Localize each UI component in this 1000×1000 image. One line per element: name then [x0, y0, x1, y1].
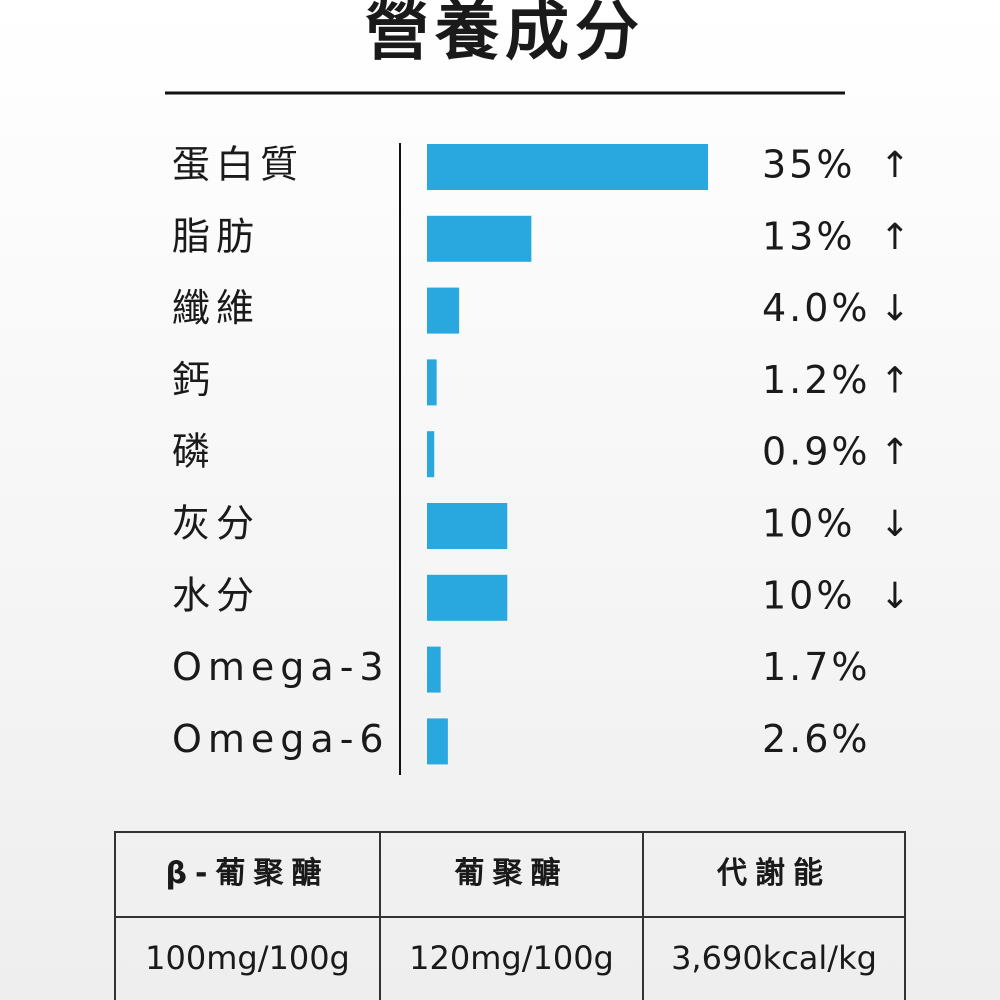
trend-arrow: ↑: [880, 432, 910, 473]
trend-arrow: ↓: [880, 504, 910, 545]
category-label: 脂肪: [172, 214, 260, 258]
category-label: 纖維: [172, 286, 260, 330]
category-label: 水分: [172, 573, 260, 617]
category-label: 蛋白質: [172, 143, 304, 187]
table-cell: 100mg/100g: [145, 939, 350, 977]
value-label: 0.9%: [762, 430, 871, 474]
bar: [427, 144, 708, 190]
trend-arrow: ↑: [880, 217, 910, 258]
value-label: 4.0%: [762, 286, 871, 330]
bar: [427, 503, 508, 549]
value-label: 35%: [762, 143, 855, 187]
table-cell: 120mg/100g: [409, 939, 614, 977]
bar: [427, 646, 441, 693]
bar: [427, 287, 460, 334]
value-label: 1.2%: [762, 358, 871, 402]
trend-arrow: ↑: [880, 360, 910, 401]
table-header: β-葡聚醣: [166, 856, 330, 891]
category-label: 磷: [172, 430, 216, 474]
table-cell: 3,690kcal/kg: [671, 939, 877, 977]
table-frame: [114, 831, 906, 1000]
value-label: 1.7%: [762, 645, 871, 689]
category-label: Omega-6: [172, 717, 390, 761]
trend-arrow: ↓: [880, 289, 910, 330]
value-label: 10%: [762, 573, 855, 617]
value-label: 10%: [762, 502, 855, 546]
value-label: 13%: [762, 214, 855, 258]
value-label: 2.6%: [762, 717, 871, 761]
table-header: 葡聚醣: [455, 856, 569, 891]
category-label: 鈣: [172, 358, 216, 402]
bar: [427, 574, 508, 621]
bar: [427, 431, 435, 478]
table-header: 代謝能: [716, 856, 831, 891]
category-label: 灰分: [172, 502, 260, 546]
chart-title: 營養成分: [365, 0, 645, 70]
trend-arrow: ↑: [880, 145, 910, 186]
bar: [427, 359, 437, 406]
bar: [427, 215, 532, 262]
category-label: Omega-3: [172, 645, 390, 689]
trend-arrow: ↓: [880, 576, 910, 617]
bar: [427, 718, 448, 765]
